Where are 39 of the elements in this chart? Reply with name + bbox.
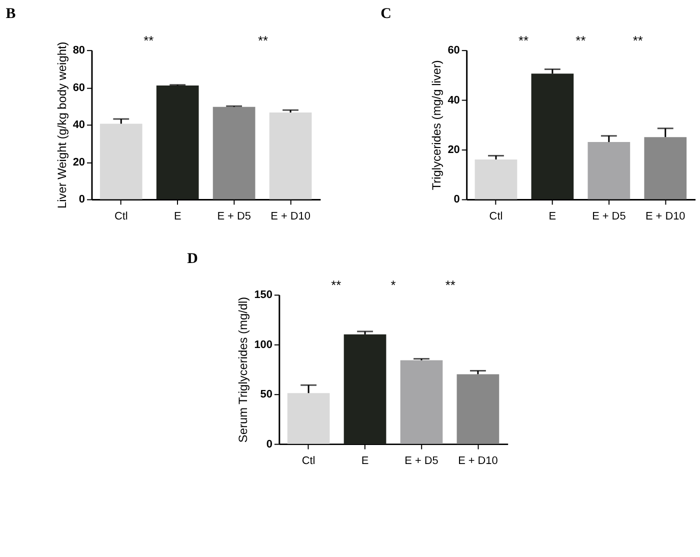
y-tick-label: 50 [260, 388, 272, 401]
y-tick-label: 80 [72, 44, 86, 57]
y-tick-label: 0 [78, 194, 86, 206]
y-axis-title: Triglycerides (mg/g liver) [430, 60, 444, 190]
y-tick-label: 0 [266, 438, 272, 450]
x-tick-label: E + D10 [270, 210, 310, 223]
y-axis-title: Serum Triglycerides (mg/dl) [236, 296, 250, 443]
text: ** [445, 278, 456, 293]
y-tick-label: 20 [72, 156, 86, 168]
y-tick-label: 0 [454, 194, 460, 206]
x-tick-label: Ctl [302, 455, 316, 468]
x-tick-label: E + D10 [645, 210, 686, 223]
y-axis-title: Liver Weight (g/kg body weight) [54, 42, 69, 209]
text: ** [331, 278, 342, 293]
x-tick-label: E [548, 210, 556, 223]
text: ** [258, 33, 268, 48]
x-tick-label: E [361, 455, 369, 468]
x-tick-label: E + D5 [592, 210, 626, 223]
y-tick-label: 60 [72, 82, 86, 94]
text: ** [632, 33, 643, 48]
y-tick-label: 40 [448, 94, 460, 106]
text: ** [518, 33, 529, 48]
chart-title: D [187, 250, 198, 267]
text: * [390, 278, 396, 293]
x-tick-label: Ctl [114, 210, 128, 223]
x-tick-label: E + D10 [458, 455, 498, 468]
text: ** [576, 33, 586, 48]
y-tick-label: 150 [254, 289, 272, 302]
chart-title: C [380, 6, 392, 22]
x-tick-label: E + D5 [217, 210, 251, 223]
text: ** [144, 33, 154, 48]
y-tick-label: 40 [72, 119, 86, 132]
x-tick-label: E + D5 [404, 455, 438, 468]
y-tick-label: 60 [448, 44, 460, 57]
x-tick-label: E [174, 210, 182, 223]
chart-title: B [6, 6, 16, 22]
y-tick-label: 20 [448, 144, 460, 156]
y-tick-label: 100 [254, 338, 272, 351]
x-tick-label: Ctl [489, 210, 503, 223]
